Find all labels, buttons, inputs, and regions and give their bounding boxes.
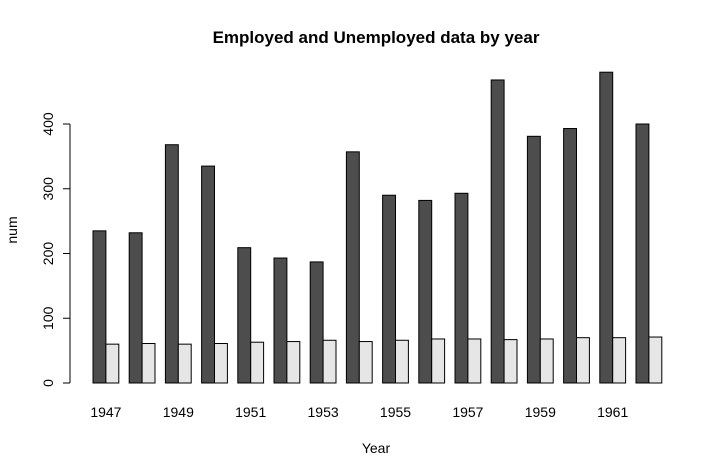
bar-1949-series-2	[177, 343, 192, 384]
bar-1957-series-1	[454, 192, 469, 384]
x-tick-label-1959: 1959	[525, 404, 556, 420]
bar-1950-series-1	[201, 165, 216, 384]
bar-1955-series-2	[395, 339, 409, 384]
bar-1962-series-2	[648, 336, 663, 384]
y-tick-label-0: 0	[40, 379, 56, 387]
bar-1951-series-2	[250, 341, 265, 384]
bar-1948-series-1	[128, 232, 143, 384]
x-tick-label-1955: 1955	[380, 404, 411, 420]
bar-1960-series-2	[576, 337, 590, 384]
bar-1958-series-2	[503, 339, 518, 384]
bar-1959-series-2	[539, 338, 554, 384]
y-axis: 0 100 200 300 400	[40, 112, 71, 387]
bar-1955-series-1	[382, 194, 397, 384]
y-tick-label-100: 100	[40, 306, 56, 330]
bar-1947-series-1	[92, 230, 107, 384]
bar-1948-series-2	[141, 343, 156, 384]
bar-1961-series-2	[612, 337, 627, 384]
x-tick-label-1949: 1949	[163, 404, 194, 420]
bar-1953-series-1	[309, 261, 324, 384]
bar-1947-series-2	[105, 343, 120, 384]
bar-1949-series-1	[164, 144, 179, 384]
bar-1962-series-1	[635, 123, 650, 384]
plot-area	[92, 71, 663, 384]
y-tick-label-300: 300	[40, 177, 56, 201]
bar-1952-series-1	[273, 257, 288, 384]
y-axis-label: num	[4, 216, 20, 243]
bar-1957-series-2	[467, 338, 482, 384]
y-tick-label-200: 200	[40, 242, 56, 266]
x-tick-label-1953: 1953	[308, 404, 339, 420]
bar-1956-series-1	[418, 199, 433, 384]
x-axis-label: Year	[362, 440, 391, 456]
x-tick-label-1951: 1951	[235, 404, 266, 420]
bar-1953-series-2	[322, 339, 337, 384]
bar-1950-series-2	[214, 343, 228, 384]
bar-1958-series-1	[490, 79, 505, 384]
bar-1951-series-1	[237, 247, 252, 384]
bar-1954-series-1	[345, 151, 360, 384]
x-tick-label-1961: 1961	[597, 404, 628, 420]
chart-title: Employed and Unemployed data by year	[213, 28, 540, 47]
bar-1961-series-1	[599, 71, 614, 384]
bar-1959-series-1	[526, 135, 541, 384]
x-tick-label-1957: 1957	[452, 404, 483, 420]
x-axis-tick-labels: 1947 1949 1951 1953 1955 1957 1959 1961	[90, 404, 628, 420]
bar-1956-series-2	[431, 338, 446, 384]
bar-1960-series-1	[563, 128, 577, 384]
x-tick-label-1947: 1947	[90, 404, 121, 420]
bar-1952-series-2	[286, 341, 301, 384]
y-tick-label-400: 400	[40, 112, 56, 136]
bar-1954-series-2	[358, 341, 373, 384]
